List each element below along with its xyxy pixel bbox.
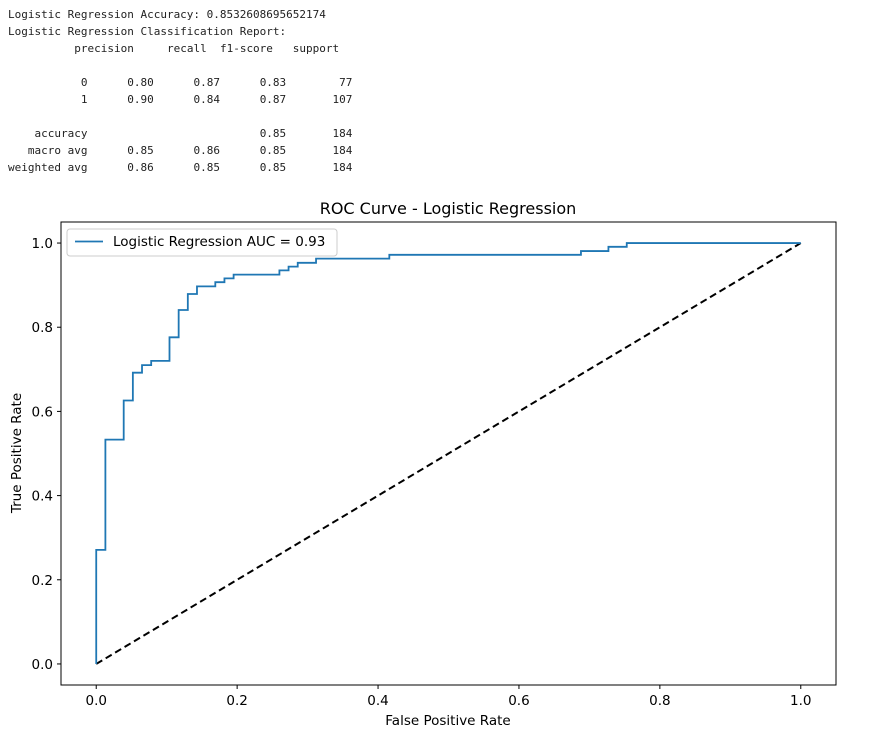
row-support: 77 — [286, 76, 353, 89]
header-support: support — [272, 42, 340, 55]
y-tick-label: 0.0 — [32, 657, 53, 673]
x-tick-label: 0.0 — [85, 693, 106, 709]
plot-area-frame — [60, 221, 837, 686]
row-recall: 0.85 — [153, 161, 220, 174]
header-precision: precision — [8, 42, 134, 55]
report-row-accuracy: accuracy 0.85 184 — [8, 127, 352, 140]
row-recall: 0.84 — [153, 93, 220, 106]
x-axis-label: False Positive Rate — [385, 713, 510, 729]
chart-title: ROC Curve - Logistic Regression — [320, 199, 577, 218]
row-label: weighted avg — [8, 161, 88, 174]
series-layer — [95, 242, 802, 665]
y-axis-ticks: 0.0 0.2 0.4 0.6 0.8 1.0 — [32, 236, 61, 673]
roc-curve-line — [95, 242, 801, 664]
row-f1: 0.85 — [219, 144, 287, 157]
classification-report-output: Logistic Regression Accuracy: 0.85326086… — [8, 6, 352, 176]
row-support: 107 — [286, 93, 353, 106]
row-precision: 0.85 — [87, 144, 154, 157]
row-recall: 0.86 — [153, 144, 220, 157]
x-axis-ticks: 0.0 0.2 0.4 0.6 0.8 1.0 — [85, 685, 812, 709]
report-title: Logistic Regression Classification Repor… — [8, 25, 287, 38]
x-tick-label: 1.0 — [790, 693, 811, 709]
y-tick-label: 0.4 — [32, 489, 53, 505]
chance-diagonal-line — [95, 242, 802, 665]
header-f1-score: f1-score — [206, 42, 273, 55]
report-row-class-0: 0 0.80 0.87 0.83 77 — [8, 76, 353, 89]
row-f1: 0.85 — [219, 161, 287, 174]
accuracy-line: Logistic Regression Accuracy: 0.85326086… — [8, 8, 326, 21]
x-tick-label: 0.6 — [508, 693, 529, 709]
row-label: 0 — [8, 76, 88, 89]
row-precision: 0.86 — [87, 161, 154, 174]
legend: Logistic Regression AUC = 0.93 — [66, 228, 338, 257]
y-tick-label: 0.2 — [32, 573, 53, 589]
report-header-row: precision recall f1-score support — [8, 42, 339, 55]
row-support: 184 — [286, 127, 353, 140]
report-row-class-1: 1 0.90 0.84 0.87 107 — [8, 93, 353, 106]
row-label: macro avg — [8, 144, 88, 157]
y-tick-label: 1.0 — [32, 236, 53, 252]
x-tick-label: 0.4 — [367, 693, 388, 709]
report-row-macro-avg: macro avg 0.85 0.86 0.85 184 — [8, 144, 353, 157]
row-support: 184 — [286, 144, 353, 157]
row-label: 1 — [8, 93, 88, 106]
row-f1: 0.87 — [219, 93, 287, 106]
row-f1: 0.85 — [219, 127, 287, 140]
report-row-weighted-avg: weighted avg 0.86 0.85 0.85 184 — [8, 161, 352, 174]
row-precision: 0.80 — [87, 76, 154, 89]
row-label: accuracy — [8, 127, 88, 140]
legend-box — [66, 228, 338, 257]
x-tick-label: 0.2 — [226, 693, 247, 709]
y-tick-label: 0.6 — [32, 404, 53, 420]
legend-label-logistic-regression: Logistic Regression AUC = 0.93 — [113, 234, 325, 250]
row-support: 184 — [286, 161, 353, 174]
x-tick-label: 0.8 — [649, 693, 670, 709]
header-recall: recall — [133, 42, 207, 55]
row-precision: 0.90 — [87, 93, 154, 106]
row-recall: 0.87 — [153, 76, 220, 89]
row-f1: 0.83 — [219, 76, 287, 89]
y-tick-label: 0.8 — [32, 320, 53, 336]
y-axis-label: True Positive Rate — [9, 393, 25, 514]
